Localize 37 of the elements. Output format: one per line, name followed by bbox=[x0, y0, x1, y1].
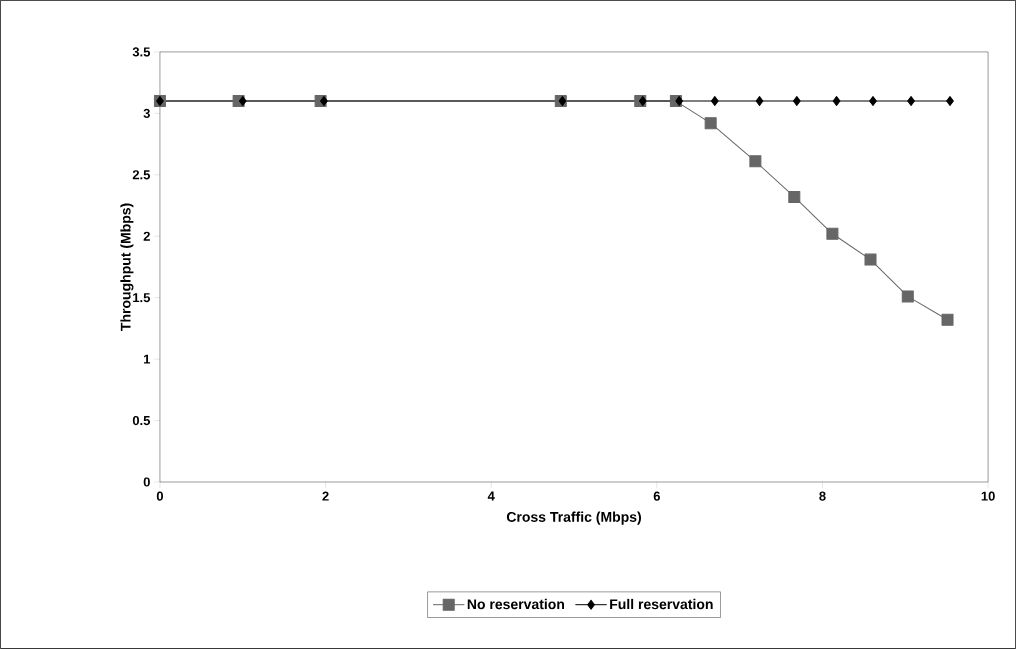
point bbox=[238, 96, 247, 107]
x-tick-label: 0 bbox=[156, 491, 164, 501]
y-tick-label: 1 bbox=[143, 354, 151, 364]
legend-label: No reservation bbox=[467, 598, 565, 610]
y-axis-title: Throughput (Mbps) bbox=[120, 203, 134, 331]
x-tick-label: 8 bbox=[819, 491, 826, 501]
point bbox=[907, 96, 915, 107]
x-axis-title: Cross Traffic (Mbps) bbox=[506, 511, 641, 525]
legend-label: Full reservation bbox=[610, 598, 713, 610]
point bbox=[704, 117, 717, 130]
point bbox=[558, 96, 567, 107]
point bbox=[755, 96, 764, 107]
point bbox=[749, 155, 762, 168]
point bbox=[832, 96, 841, 107]
point bbox=[901, 290, 914, 303]
point bbox=[675, 96, 684, 107]
y-tick-label: 2 bbox=[143, 231, 150, 241]
point bbox=[792, 96, 801, 107]
x-tick-label: 10 bbox=[981, 491, 995, 501]
point bbox=[320, 96, 328, 107]
point bbox=[638, 96, 647, 107]
point bbox=[869, 96, 877, 107]
y-tick-label: 2.5 bbox=[132, 170, 151, 180]
point bbox=[710, 96, 719, 107]
point bbox=[826, 227, 839, 240]
x-tick-label: 4 bbox=[487, 491, 495, 501]
y-tick-label: 3.5 bbox=[132, 47, 151, 57]
y-tick-label: 0.5 bbox=[132, 415, 151, 426]
x-tick-label: 2 bbox=[322, 491, 329, 501]
point bbox=[941, 313, 954, 326]
y-tick-label: 3 bbox=[143, 108, 150, 118]
point bbox=[864, 253, 877, 266]
x-tick-label: 6 bbox=[653, 491, 660, 501]
y-tick-label: 1.5 bbox=[133, 293, 151, 303]
y-tick-label: 0 bbox=[143, 477, 150, 487]
point bbox=[788, 190, 801, 203]
point bbox=[946, 96, 954, 107]
